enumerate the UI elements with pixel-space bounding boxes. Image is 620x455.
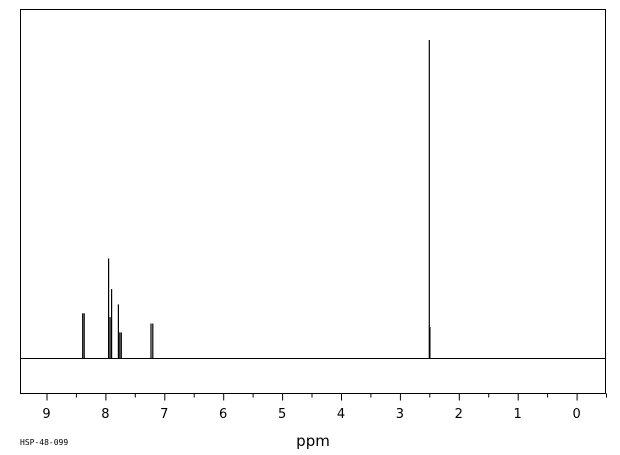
tick-marks [46,393,607,401]
tick-label-7: 7 [160,407,168,422]
tick-label-0: 0 [572,407,580,422]
tick-label-4: 4 [337,407,345,422]
tick-label-8: 8 [101,407,109,422]
tick-label-1: 1 [514,407,522,422]
tick-labels: 9 8 7 6 5 4 3 2 1 0 [42,407,580,422]
tick-label-3: 3 [396,407,404,422]
tick-label-6: 6 [219,407,227,422]
tick-label-9: 9 [42,407,50,422]
x-axis-title: ppm [296,432,330,450]
sample-id-label: HSP-48-099 [20,438,68,447]
peaks-layer [82,40,431,359]
tick-label-5: 5 [278,407,286,422]
tick-label-2: 2 [455,407,463,422]
